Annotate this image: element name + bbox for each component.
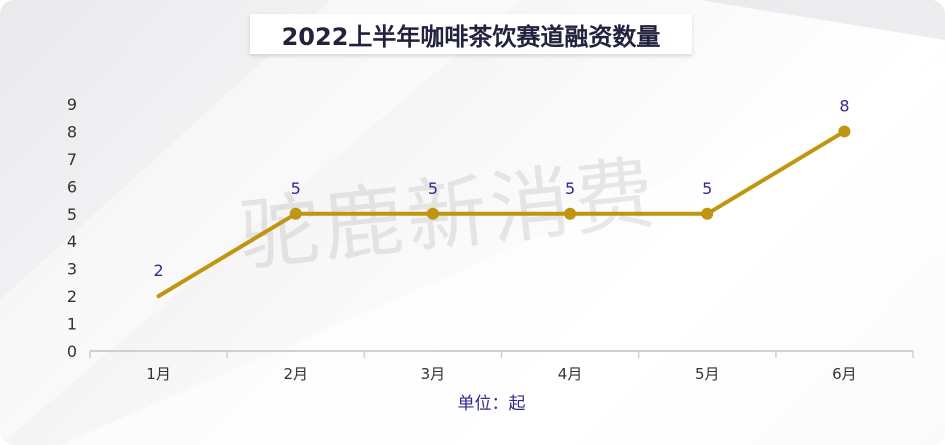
data-label: 5 (702, 179, 712, 198)
x-tick-label: 4月 (558, 365, 583, 383)
x-tick-label: 5月 (695, 365, 720, 383)
y-tick-label: 6 (67, 177, 77, 196)
y-tick-label: 4 (67, 232, 77, 251)
data-label: 2 (153, 261, 163, 280)
y-tick-label: 9 (67, 95, 77, 114)
data-label: 5 (565, 179, 575, 198)
y-tick-label: 5 (67, 205, 77, 224)
y-tick-label: 8 (67, 122, 77, 141)
y-tick-label: 7 (67, 150, 77, 169)
y-tick-label: 3 (67, 260, 77, 279)
series-line (156, 129, 847, 299)
data-point (426, 207, 439, 220)
x-tick-label: 2月 (283, 365, 308, 383)
x-axis-label: 单位：起 (458, 394, 526, 414)
data-point (838, 125, 851, 138)
data-label: 5 (291, 179, 301, 198)
data-point (564, 207, 577, 220)
x-tick-label: 1月 (146, 365, 171, 383)
data-point (701, 207, 714, 220)
data-label: 8 (839, 96, 849, 115)
x-tick-label: 6月 (832, 365, 857, 383)
y-tick-label: 0 (67, 342, 77, 361)
y-tick-label: 1 (67, 315, 77, 334)
data-point (289, 207, 302, 220)
title-box: 2022上半年咖啡茶饮赛道融资数量 (250, 14, 692, 54)
x-tick-label: 3月 (421, 365, 446, 383)
data-label: 5 (428, 179, 438, 198)
y-tick-label: 2 (67, 287, 77, 306)
chart-title: 2022上半年咖啡茶饮赛道融资数量 (281, 22, 661, 51)
